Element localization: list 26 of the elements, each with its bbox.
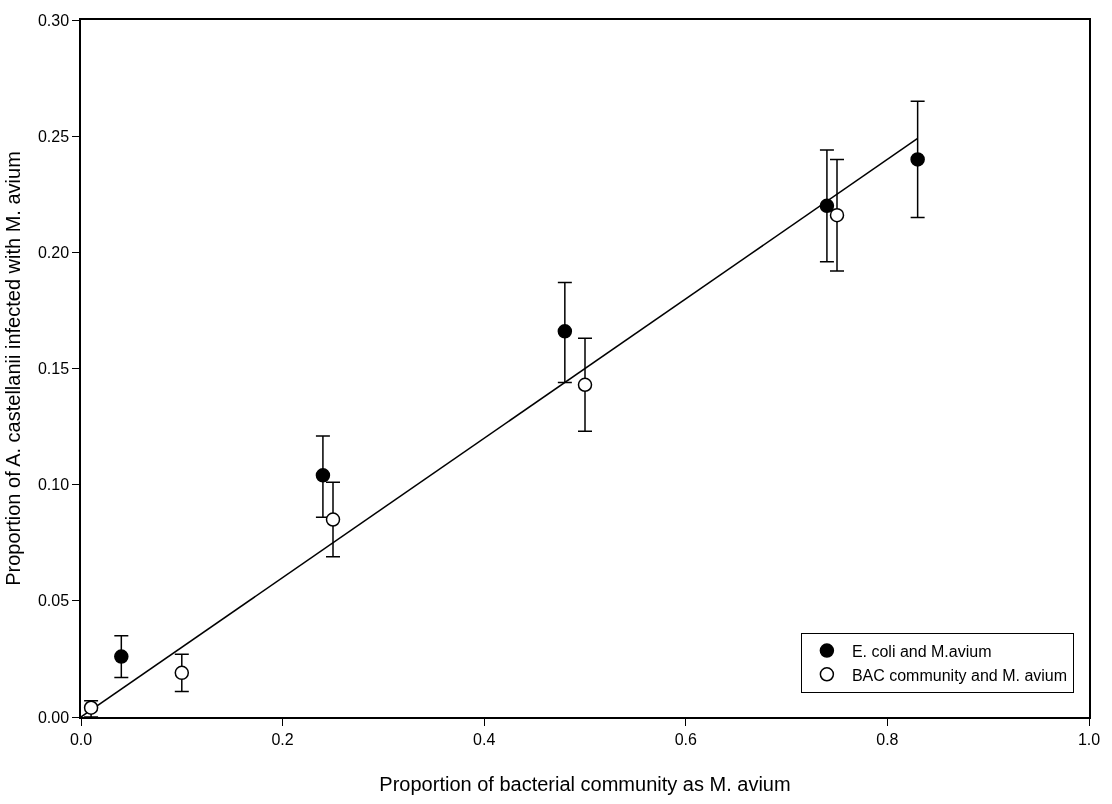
- x-axis-title: Proportion of bacterial community as M. avium: [379, 772, 791, 795]
- point: [315, 468, 331, 483]
- y-tick-label: 0.25: [37, 127, 70, 145]
- x-tick-label: 1.0: [1077, 730, 1101, 748]
- y-tick-label: 0.00: [37, 708, 70, 726]
- x-tick-label: 0.4: [473, 730, 496, 748]
- y-tick-label: 0.20: [37, 243, 70, 261]
- point: [819, 198, 835, 214]
- x-tick-label: 0.0: [69, 730, 93, 748]
- legend-label: BAC community and M. avium: [851, 666, 1068, 684]
- y-tick-label: 0.15: [37, 360, 70, 378]
- point: [325, 512, 341, 527]
- x-tick-label: 0.8: [876, 730, 899, 748]
- point: [910, 152, 925, 167]
- x-tick-label: 0.2: [271, 730, 294, 748]
- x-tick-label: 0.6: [674, 730, 698, 748]
- point: [577, 377, 593, 392]
- y-tick-label: 0.05: [37, 592, 70, 610]
- y-tick-label: 0.30: [37, 11, 70, 29]
- legend-label: E. coli and M.avium: [851, 642, 992, 660]
- point: [829, 207, 845, 223]
- point: [114, 649, 129, 664]
- point: [174, 665, 190, 681]
- y-tick-label: 0.10: [37, 476, 70, 494]
- point: [557, 324, 573, 339]
- y-axis-title: Proportion of A. castellanii infected with M. avium: [1, 151, 24, 586]
